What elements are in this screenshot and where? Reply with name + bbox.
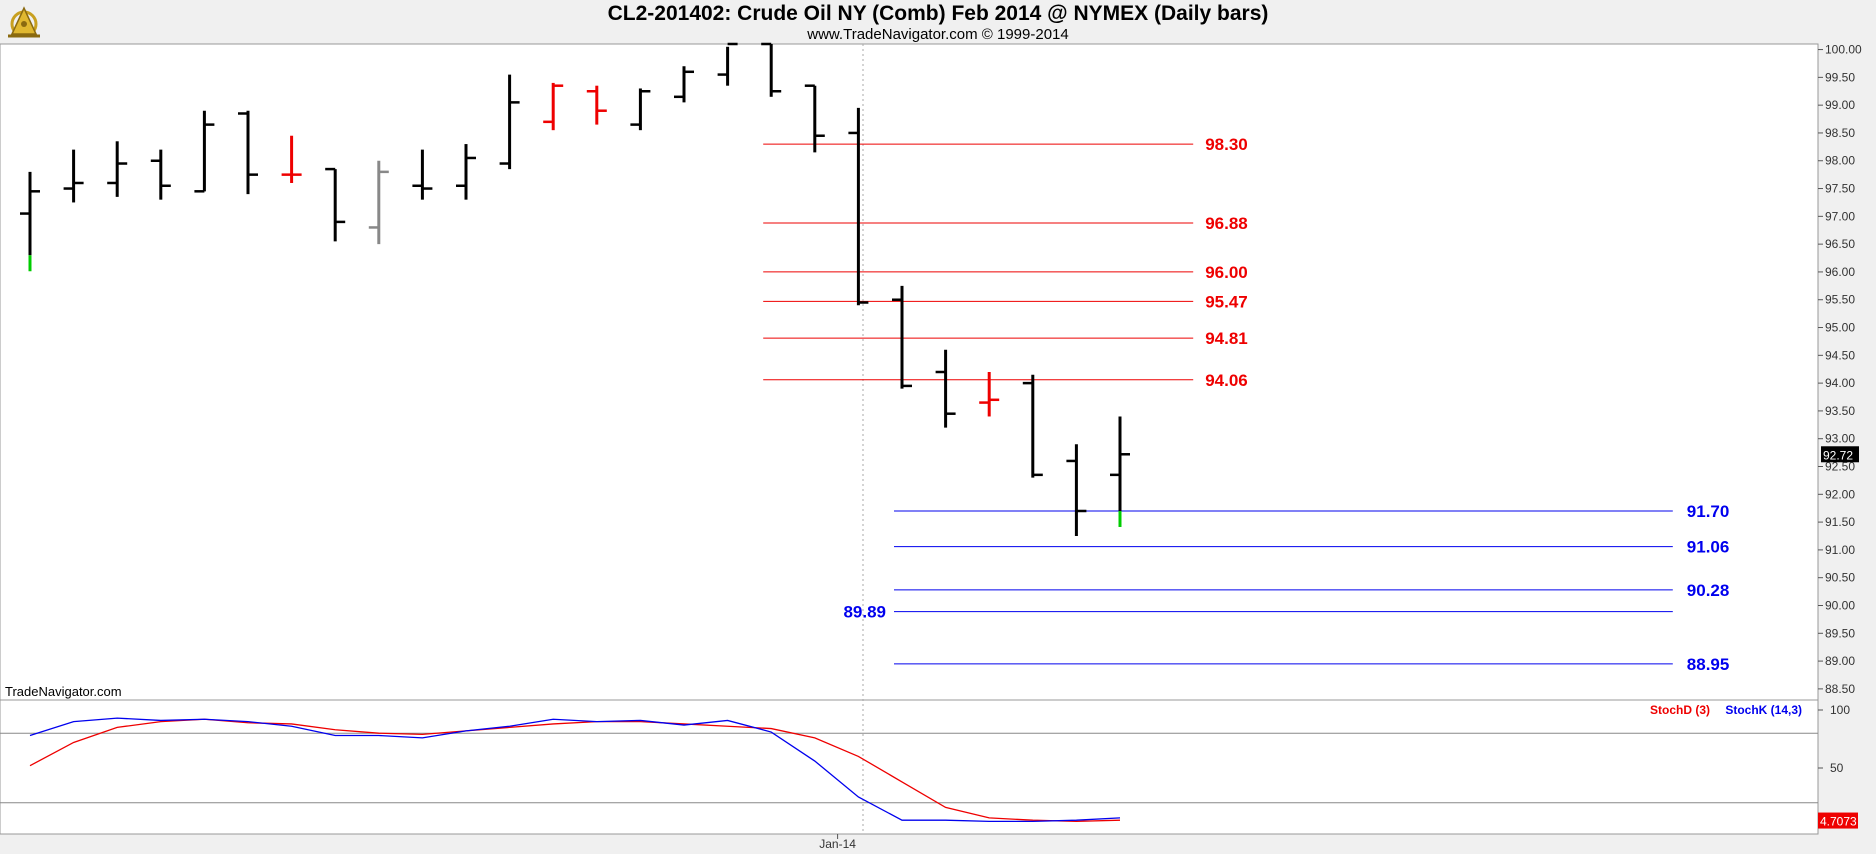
price-tick-label: 97.00: [1825, 209, 1855, 223]
watermark: TradeNavigator.com: [5, 684, 122, 699]
price-tick-label: 89.50: [1825, 626, 1855, 640]
price-tick-label: 91.00: [1825, 543, 1855, 557]
stoch-tick-label: 50: [1830, 761, 1844, 775]
level-label: 88.95: [1687, 655, 1730, 674]
level-label: 91.70: [1687, 502, 1730, 521]
price-tick-label: 94.00: [1825, 376, 1855, 390]
x-axis: Jan-14: [819, 834, 856, 851]
price-tick-label: 99.00: [1825, 98, 1855, 112]
level-label: 94.81: [1205, 329, 1248, 348]
last-price-label: 92.72: [1823, 448, 1853, 462]
price-tick-label: 96.50: [1825, 237, 1855, 251]
indicator-panel: [0, 700, 1818, 834]
level-label: 96.00: [1205, 263, 1248, 282]
x-tick-label: Jan-14: [819, 837, 856, 851]
price-tick-label: 90.00: [1825, 598, 1855, 612]
price-tick-label: 90.50: [1825, 571, 1855, 585]
legend-stochd: StochD (3): [1650, 703, 1710, 717]
price-tick-label: 93.00: [1825, 432, 1855, 446]
price-panel: [0, 44, 1818, 700]
price-tick-label: 98.50: [1825, 126, 1855, 140]
price-tick-label: 99.50: [1825, 70, 1855, 84]
price-tick-label: 92.00: [1825, 487, 1855, 501]
stoch-last-label: 4.7073: [1820, 815, 1857, 829]
price-tick-label: 100.00: [1825, 43, 1862, 57]
price-tick-label: 89.00: [1825, 654, 1855, 668]
level-label: 90.28: [1687, 581, 1730, 600]
price-tick-label: 98.00: [1825, 154, 1855, 168]
price-tick-label: 88.50: [1825, 682, 1855, 696]
level-label: 98.30: [1205, 135, 1248, 154]
price-tick-label: 93.50: [1825, 404, 1855, 418]
level-label: 89.89: [843, 603, 886, 622]
price-tick-label: 94.50: [1825, 348, 1855, 362]
price-axis: 100.00 99.50 99.00 98.50 98.00 97.50 97.00 96.5…: [1818, 43, 1862, 696]
price-tick-label: 97.50: [1825, 182, 1855, 196]
level-label: 96.88: [1205, 214, 1248, 233]
level-label: 91.06: [1687, 538, 1730, 557]
level-label: 94.06: [1205, 371, 1248, 390]
legend-stochk: StochK (14,3): [1725, 703, 1802, 717]
price-tick-label: 95.50: [1825, 293, 1855, 307]
level-label: 95.47: [1205, 292, 1248, 311]
price-tick-label: 96.00: [1825, 265, 1855, 279]
price-tick-label: 91.50: [1825, 515, 1855, 529]
price-tick-label: 95.00: [1825, 321, 1855, 335]
stoch-tick-label: 100: [1830, 703, 1850, 717]
